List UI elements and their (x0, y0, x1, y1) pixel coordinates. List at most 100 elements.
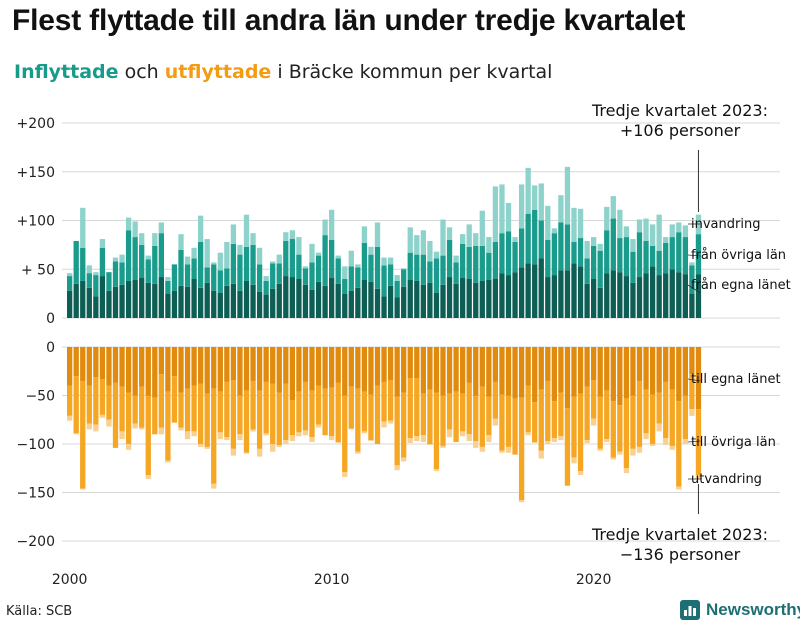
bar-in-0 (99, 276, 106, 318)
bar-in-2 (86, 265, 92, 274)
bar-out-2 (381, 421, 387, 428)
bar-out-0 (270, 347, 276, 384)
bar-in-2 (512, 237, 518, 242)
bar-out-2 (407, 438, 413, 444)
bar-in-1 (145, 259, 151, 283)
bar-out-1 (571, 396, 577, 458)
bar-out-1 (394, 396, 400, 466)
bar-out-2 (433, 469, 440, 472)
bar-out-0 (636, 347, 643, 381)
outflow-bars (67, 347, 702, 503)
bar-in-1 (283, 240, 289, 277)
bar-in-1 (322, 235, 328, 286)
bar-out-0 (230, 347, 237, 380)
bar-out-0 (309, 347, 315, 391)
bar-in-0 (296, 279, 302, 318)
bar-out-0 (466, 347, 472, 383)
bar-out-2 (695, 475, 702, 479)
bar-out-1 (237, 395, 243, 435)
bar-in-2 (329, 209, 335, 240)
bar-in-2 (322, 219, 328, 236)
bar-in-0 (283, 276, 289, 318)
bar-in-0 (479, 280, 485, 318)
bar-in-1 (466, 246, 472, 279)
bar-out-0 (538, 347, 544, 390)
bar-out-1 (479, 386, 485, 447)
bar-in-1 (73, 240, 79, 284)
bar-in-0 (171, 290, 178, 318)
bar-out-2 (211, 483, 217, 489)
bar-out-0 (171, 347, 178, 377)
bar-out-2 (276, 444, 282, 447)
bar-in-0 (361, 279, 368, 318)
label-till-ovriga-lan-leader (687, 440, 701, 443)
bar-in-1 (204, 267, 210, 283)
bar-out-2 (473, 441, 479, 448)
bar-in-1 (571, 241, 577, 264)
bar-in-2 (145, 255, 151, 260)
bar-in-0 (355, 287, 361, 318)
bar-out-0 (217, 347, 223, 392)
bar-out-0 (656, 347, 662, 393)
bar-out-0 (623, 347, 630, 399)
bar-in-0 (597, 287, 603, 318)
bar-in-1 (551, 233, 557, 276)
bar-in-0 (656, 275, 662, 318)
bar-out-2 (309, 437, 315, 443)
bar-out-2 (617, 451, 623, 455)
bar-in-2 (649, 224, 656, 246)
bar-in-0 (263, 294, 269, 318)
bar-in-0 (165, 293, 171, 318)
bar-in-2 (125, 217, 132, 231)
bar-out-0 (564, 347, 571, 409)
bar-out-1 (604, 390, 610, 440)
bar-out-2 (466, 434, 472, 442)
bar-in-2 (158, 222, 164, 234)
bar-in-2 (577, 208, 584, 239)
bar-in-2 (669, 224, 675, 238)
bar-in-2 (217, 252, 223, 271)
bar-in-0 (217, 292, 223, 318)
bar-in-1 (217, 270, 223, 293)
bar-in-1 (270, 263, 276, 289)
bar-in-0 (256, 291, 263, 318)
bar-out-1 (106, 385, 112, 420)
bar-out-2 (656, 423, 662, 432)
bar-in-2 (689, 262, 695, 266)
bar-out-1 (289, 400, 295, 436)
bar-in-0 (198, 287, 204, 318)
bar-in-1 (198, 241, 204, 288)
bar-out-0 (518, 347, 525, 398)
bar-out-0 (73, 347, 79, 377)
bar-out-2 (689, 409, 695, 416)
bar-out-1 (165, 391, 171, 461)
bar-out-2 (315, 424, 322, 428)
bar-out-2 (243, 452, 250, 454)
bar-in-1 (152, 245, 158, 284)
bar-in-2 (460, 234, 466, 244)
bar-in-1 (518, 228, 525, 268)
bar-in-0 (322, 285, 328, 318)
bar-in-2 (545, 205, 551, 240)
bar-out-0 (361, 347, 368, 392)
bar-in-0 (676, 272, 682, 318)
bar-in-0 (663, 273, 669, 318)
bar-in-0 (682, 274, 688, 318)
annotation-top-line1: Tredje kvartalet 2023: (591, 101, 768, 120)
bar-out-1 (230, 379, 237, 449)
bar-in-0 (649, 266, 656, 318)
bar-out-1 (676, 401, 682, 487)
bar-out-2 (99, 414, 106, 418)
bar-out-2 (270, 444, 276, 452)
bar-out-0 (132, 347, 138, 396)
bar-out-0 (689, 347, 695, 375)
bar-out-0 (329, 347, 335, 388)
bar-out-2 (342, 472, 348, 477)
bar-in-1 (676, 232, 682, 273)
bar-out-1 (551, 401, 557, 439)
newsworthy-logo[interactable]: Newsworthy (680, 600, 800, 620)
bar-out-0 (558, 347, 564, 393)
bar-in-1 (67, 276, 73, 291)
bar-in-1 (440, 255, 446, 285)
bar-in-2 (204, 239, 210, 268)
